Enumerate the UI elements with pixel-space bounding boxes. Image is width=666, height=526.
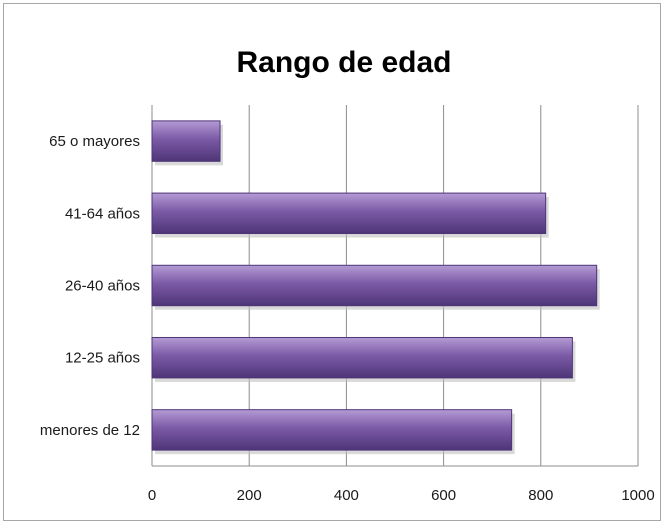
- bars: [151, 120, 600, 455]
- x-tick-label: 1000: [621, 487, 654, 504]
- y-tick-label: 12-25 años: [65, 350, 140, 367]
- x-tick-label: 0: [148, 487, 156, 504]
- bar: [151, 120, 221, 162]
- y-tick-label: 26-40 años: [65, 278, 140, 295]
- bar: [151, 192, 547, 235]
- y-tick-label: 65 o mayores: [49, 133, 140, 150]
- x-tick-label: 200: [237, 487, 262, 504]
- bar-chart: Rango de edad 0 200 400 600 800 1000 menores d…: [40, 46, 655, 504]
- x-tick-label: 400: [334, 487, 359, 504]
- chart-frame: Rango de edad 0 200 400 600 800 1000 menores d…: [3, 3, 661, 521]
- bar: [151, 336, 573, 379]
- y-tick-label: 41-64 años: [65, 205, 140, 222]
- y-tick-label: menores de 12: [40, 422, 140, 439]
- chart-title: Rango de edad: [236, 46, 451, 79]
- x-tick-label: 800: [528, 487, 553, 504]
- bar: [151, 409, 513, 451]
- bar: [151, 264, 598, 307]
- x-tick-label: 600: [431, 487, 456, 504]
- tick-labels: 0 200 400 600 800 1000 menores de 12 12-25 años…: [40, 133, 655, 504]
